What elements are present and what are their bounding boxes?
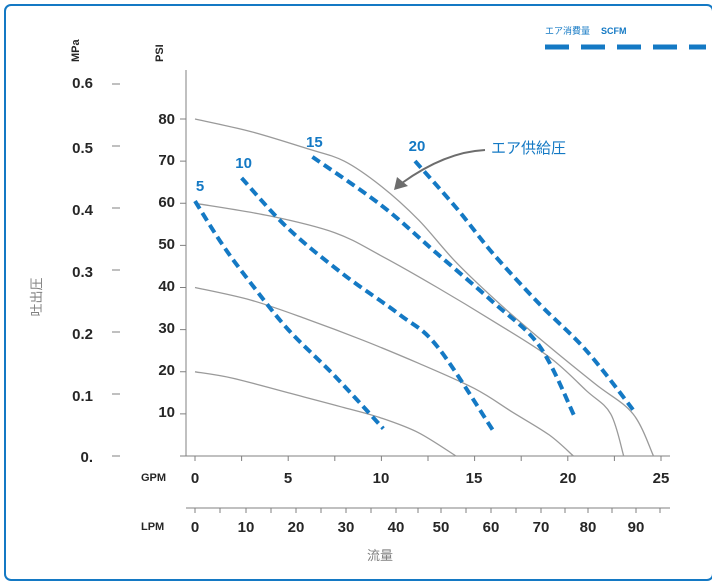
series-label-10: 10 [235, 155, 252, 172]
mpa-tick-5: 0.5 [72, 140, 93, 157]
air-supply-annotation: エア供給圧 [394, 140, 566, 190]
lpm-tick-0: 0 [191, 519, 199, 536]
consumption-line-5-scfm [193, 200, 385, 430]
psi-tick-30: 30 [158, 320, 175, 337]
air-supply-curve-60psi [194, 202, 625, 457]
air-supply-annotation-text: エア供給圧 [491, 140, 566, 157]
y-axis-title: 吐出圧 [29, 277, 44, 316]
mpa-tick-labels: 0. 0.1 0.2 0.3 0.4 0.5 0.6 [72, 75, 94, 466]
consumption-line-20-scfm [413, 159, 635, 411]
mpa-tick-1: 0.1 [72, 388, 93, 405]
gpm-unit-label: GPM [141, 472, 166, 484]
tick-marks [112, 83, 662, 513]
psi-tick-80: 80 [158, 111, 175, 128]
air-supply-curve-20psi [194, 371, 457, 457]
legend: エア消費量 SCFM [545, 25, 706, 50]
series-label-5: 5 [196, 178, 204, 195]
gpm-tick-15: 15 [466, 470, 483, 487]
mpa-tick-3: 0.3 [72, 264, 93, 281]
lpm-tick-50: 50 [433, 519, 450, 536]
psi-tick-20: 20 [158, 362, 175, 379]
psi-tick-60: 60 [158, 194, 175, 211]
lpm-tick-80: 80 [580, 519, 597, 536]
legend-prefix: エア消費量 [545, 25, 590, 36]
lpm-tick-70: 70 [533, 519, 550, 536]
air-supply-curves [194, 118, 655, 457]
lpm-unit-label: LPM [141, 521, 164, 533]
gpm-tick-5: 5 [284, 470, 292, 487]
gpm-tick-labels: 0 5 10 15 20 25 [191, 470, 670, 487]
air-supply-curve-80psi [194, 118, 655, 457]
psi-tick-70: 70 [158, 152, 175, 169]
gpm-tick-20: 20 [560, 470, 577, 487]
consumption-series-labels: 5 10 15 20 [196, 134, 426, 195]
annotation-arrow-line [401, 149, 486, 184]
mpa-tick-2: 0.2 [72, 326, 93, 343]
mpa-unit-label: MPa [70, 39, 82, 63]
gpm-tick-10: 10 [373, 470, 390, 487]
psi-tick-10: 10 [158, 404, 175, 421]
consumption-lines [193, 155, 635, 432]
gpm-tick-25: 25 [653, 470, 670, 487]
gpm-tick-0: 0 [191, 470, 199, 487]
series-label-20: 20 [409, 138, 426, 155]
mpa-tick-0: 0. [80, 449, 93, 466]
chart-frame [4, 4, 712, 581]
mpa-tick-4: 0.4 [72, 202, 94, 219]
lpm-tick-60: 60 [483, 519, 500, 536]
legend-unit: SCFM [601, 26, 627, 36]
lpm-tick-20: 20 [288, 519, 305, 536]
mpa-tick-6: 0.6 [72, 75, 93, 92]
lpm-tick-90: 90 [628, 519, 645, 536]
consumption-line-15-scfm [311, 155, 578, 419]
psi-tick-50: 50 [158, 236, 175, 253]
psi-unit-label: PSI [154, 44, 166, 62]
psi-tick-labels: 10 20 30 40 50 60 70 80 [158, 111, 175, 421]
psi-tick-40: 40 [158, 278, 175, 295]
x-axis-title: 流量 [367, 548, 393, 563]
lpm-tick-30: 30 [338, 519, 355, 536]
lpm-tick-labels: 0 10 20 30 40 50 60 70 80 90 [191, 519, 645, 536]
consumption-line-10-scfm [240, 176, 495, 432]
lpm-tick-10: 10 [238, 519, 255, 536]
series-label-15: 15 [306, 134, 323, 151]
lpm-tick-40: 40 [388, 519, 405, 536]
annotation-arrow-head [394, 177, 408, 190]
